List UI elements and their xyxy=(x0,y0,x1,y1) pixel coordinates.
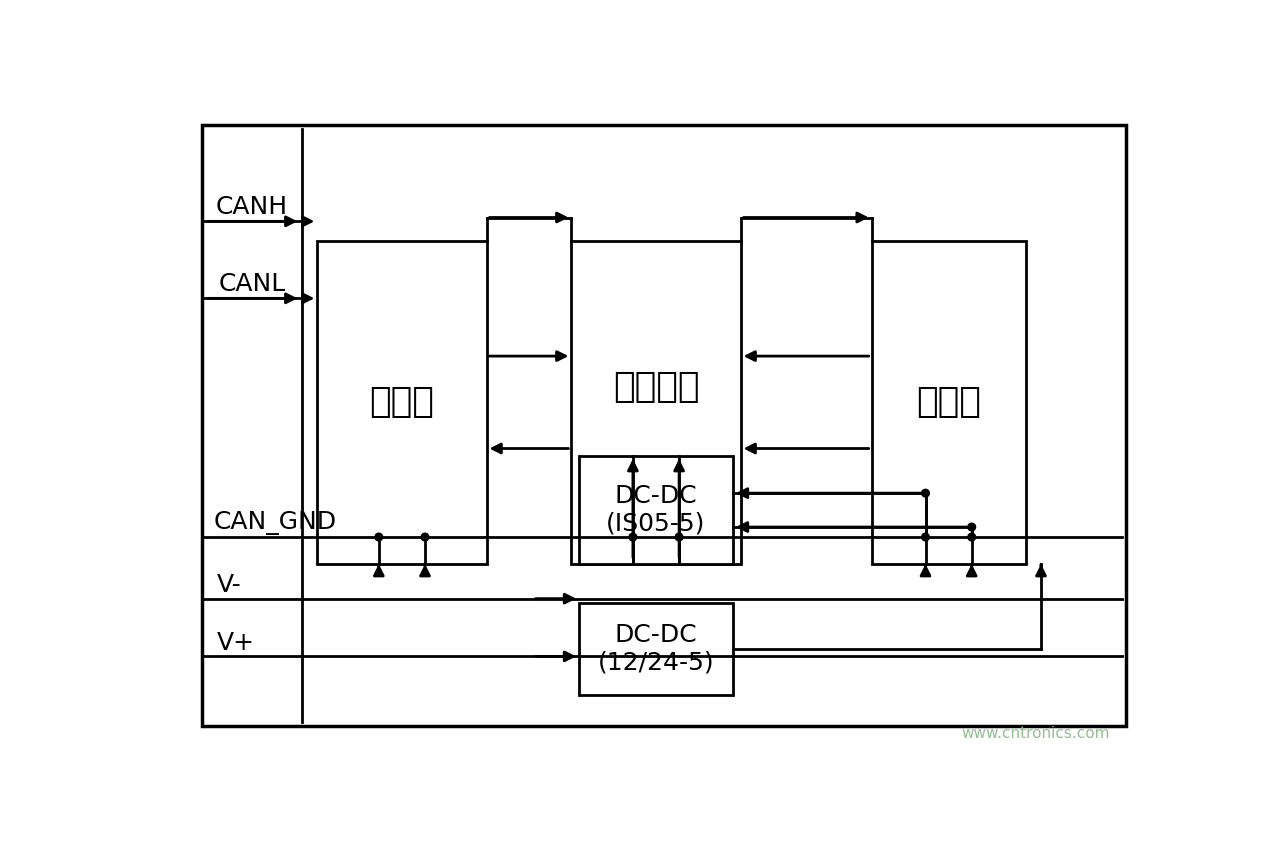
FancyBboxPatch shape xyxy=(872,241,1025,564)
Circle shape xyxy=(628,533,636,541)
Text: DC-DC
(IS05-5): DC-DC (IS05-5) xyxy=(607,484,705,536)
Text: www.cntronics.com: www.cntronics.com xyxy=(961,726,1110,741)
Circle shape xyxy=(676,533,684,541)
Text: 控制器: 控制器 xyxy=(916,385,980,419)
Text: CANH: CANH xyxy=(216,196,288,219)
Circle shape xyxy=(375,533,383,541)
Text: CANL: CANL xyxy=(218,273,285,297)
Circle shape xyxy=(968,524,975,531)
FancyBboxPatch shape xyxy=(579,603,733,695)
Text: 收发器: 收发器 xyxy=(370,385,434,419)
FancyBboxPatch shape xyxy=(317,241,486,564)
Circle shape xyxy=(922,490,929,497)
Circle shape xyxy=(922,533,929,541)
Text: V-: V- xyxy=(218,573,242,597)
Circle shape xyxy=(421,533,429,541)
Text: CAN_GND: CAN_GND xyxy=(214,511,337,536)
Text: 隔离芯片: 隔离芯片 xyxy=(613,370,699,404)
FancyBboxPatch shape xyxy=(579,456,733,564)
Text: V+: V+ xyxy=(218,631,255,655)
FancyBboxPatch shape xyxy=(571,241,741,564)
Circle shape xyxy=(968,533,975,541)
Text: DC-DC
(12/24-5): DC-DC (12/24-5) xyxy=(598,623,714,675)
